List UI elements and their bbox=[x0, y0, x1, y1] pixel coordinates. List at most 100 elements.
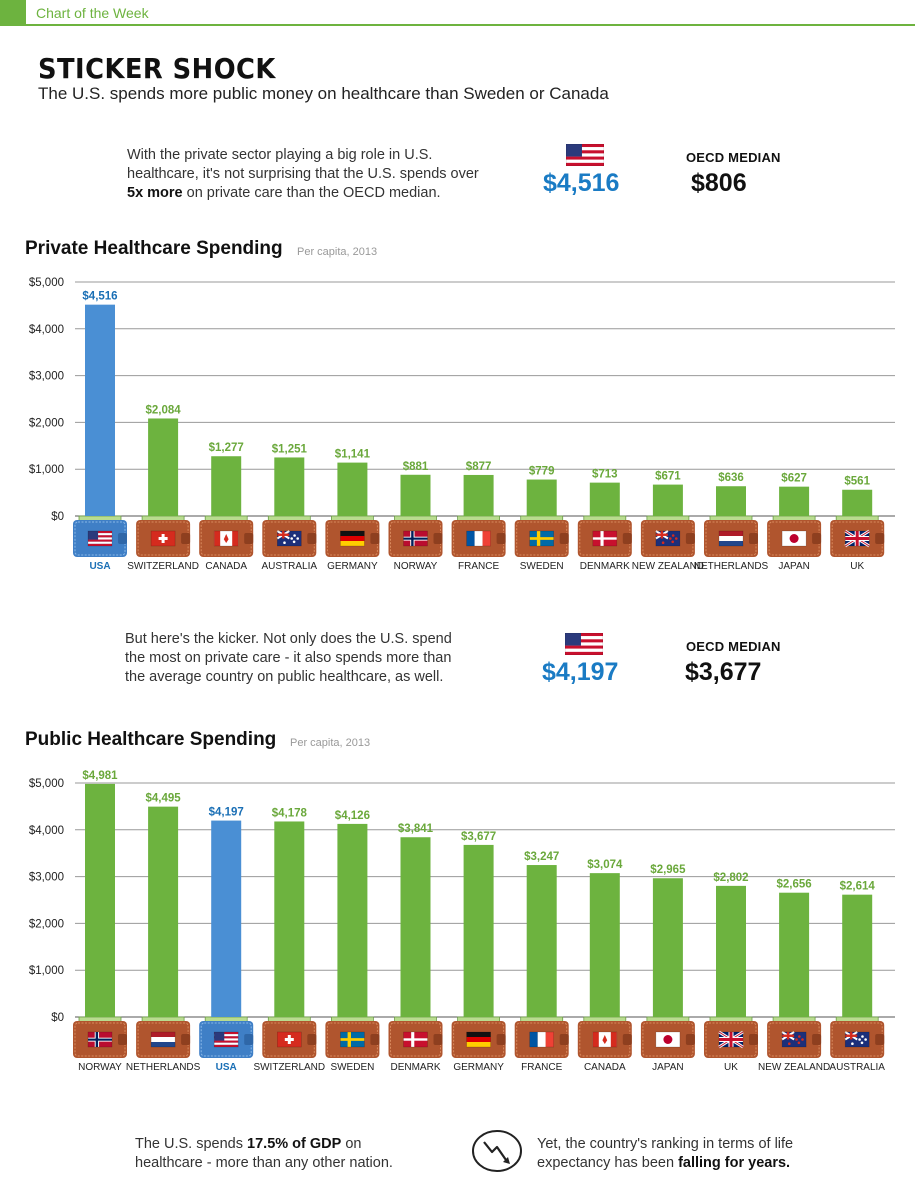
header-rule bbox=[26, 24, 915, 26]
category-label: JAPAN bbox=[652, 1062, 684, 1073]
france-flag-icon bbox=[529, 1031, 555, 1048]
uk-flag-icon bbox=[844, 529, 870, 548]
private-median-value: $806 bbox=[691, 169, 747, 197]
category-label: SWEDEN bbox=[330, 1062, 374, 1073]
wallet-icon bbox=[767, 515, 822, 557]
wallet-icon bbox=[136, 515, 191, 557]
bar-france bbox=[463, 474, 494, 516]
value-label: $779 bbox=[529, 466, 555, 478]
canada-flag-icon bbox=[592, 1031, 618, 1048]
category-label: NORWAY bbox=[78, 1062, 122, 1073]
value-label: $1,141 bbox=[335, 449, 371, 461]
footer-left-a: The U.S. spends bbox=[135, 1136, 248, 1152]
value-label: $1,251 bbox=[272, 443, 308, 455]
y-tick-label: $0 bbox=[51, 511, 64, 523]
bar-new-zealand bbox=[779, 892, 810, 1017]
germany-flag-icon bbox=[466, 1031, 491, 1048]
switzerland-flag-icon bbox=[276, 1031, 302, 1048]
wallet-icon bbox=[73, 515, 127, 557]
uk-flag-icon bbox=[718, 1030, 744, 1049]
value-label: $3,841 bbox=[398, 823, 434, 835]
bar-sweden bbox=[526, 479, 557, 516]
japan-flag-icon bbox=[655, 1031, 681, 1048]
private-chart-note: Per capita, 2013 bbox=[297, 246, 378, 258]
category-label: JAPAN bbox=[778, 561, 810, 572]
bar-norway bbox=[85, 783, 115, 1017]
category-label: NEW ZEALAND bbox=[632, 561, 704, 572]
value-label: $713 bbox=[592, 469, 618, 481]
private-intro-bold: 5x more bbox=[127, 185, 183, 201]
category-label: SWEDEN bbox=[520, 561, 564, 572]
value-label: $2,084 bbox=[146, 404, 182, 416]
wallet-icon bbox=[199, 1016, 254, 1058]
y-tick-label: $4,000 bbox=[29, 324, 64, 336]
category-label: NETHERLANDS bbox=[126, 1062, 201, 1073]
value-label: $2,614 bbox=[840, 881, 876, 893]
japan-flag-icon bbox=[781, 530, 807, 547]
y-tick-label: $5,000 bbox=[29, 778, 64, 790]
value-label: $3,677 bbox=[461, 831, 496, 843]
category-label: NORWAY bbox=[394, 561, 438, 572]
wallet-icon bbox=[577, 515, 632, 557]
value-label: $2,656 bbox=[777, 879, 812, 891]
category-label: UK bbox=[724, 1062, 738, 1073]
category-label: DENMARK bbox=[580, 561, 630, 572]
category-label: UK bbox=[850, 561, 864, 572]
private-intro-text-b: on private care than the OECD median. bbox=[182, 185, 441, 201]
value-label: $3,074 bbox=[587, 859, 623, 871]
france-flag-icon bbox=[466, 530, 491, 547]
denmark-flag-icon bbox=[592, 530, 618, 547]
header-tag: Chart of the Week bbox=[36, 5, 149, 21]
new-zealand-flag-icon bbox=[781, 1031, 807, 1048]
y-tick-label: $1,000 bbox=[29, 965, 64, 977]
value-label: $561 bbox=[844, 476, 870, 488]
wallet-icon bbox=[388, 515, 443, 557]
bar-denmark bbox=[400, 837, 431, 1017]
category-label: DENMARK bbox=[390, 1062, 440, 1073]
value-label: $3,247 bbox=[524, 851, 559, 863]
y-tick-label: $2,000 bbox=[29, 918, 64, 930]
footer-left-b: on healthcare - more than any other nati… bbox=[135, 1136, 393, 1171]
y-tick-label: $3,000 bbox=[29, 872, 64, 884]
wallet-icon bbox=[577, 1016, 632, 1058]
wallet-icon bbox=[388, 1016, 443, 1058]
y-tick-label: $0 bbox=[51, 1012, 64, 1024]
australia-flag-icon bbox=[276, 530, 302, 547]
wallet-icon bbox=[704, 515, 758, 557]
value-label: $877 bbox=[466, 461, 492, 473]
australia-flag-icon bbox=[844, 1031, 870, 1048]
declining-trend-icon bbox=[472, 1130, 522, 1172]
public-chart-title: Public Healthcare Spending bbox=[25, 729, 277, 750]
page-subtitle: The U.S. spends more public money on hea… bbox=[38, 84, 609, 103]
value-label: $4,178 bbox=[272, 807, 308, 819]
bar-germany bbox=[337, 462, 368, 516]
footer-left-bold: 17.5% of GDP bbox=[247, 1136, 342, 1152]
bar-canada bbox=[589, 873, 620, 1017]
usa-flag-icon bbox=[565, 633, 603, 655]
category-label: GERMANY bbox=[453, 1062, 504, 1073]
category-label: NEW ZEALAND bbox=[758, 1062, 830, 1073]
value-label: $4,495 bbox=[146, 793, 182, 805]
private-intro-text: With the private sector playing a big ro… bbox=[127, 146, 487, 203]
bar-germany bbox=[463, 844, 494, 1017]
category-label: SWITZERLAND bbox=[127, 561, 199, 572]
private-intro-text-a: With the private sector playing a big ro… bbox=[127, 147, 479, 182]
y-tick-label: $5,000 bbox=[29, 277, 64, 289]
header-bar: Chart of the Week bbox=[0, 0, 915, 26]
bar-sweden bbox=[337, 823, 368, 1017]
wallet-icon bbox=[325, 1016, 380, 1058]
wallet-icon bbox=[640, 515, 695, 557]
sweden-flag-icon bbox=[529, 530, 555, 547]
value-label: $881 bbox=[403, 461, 429, 473]
bar-canada bbox=[211, 456, 242, 516]
bar-uk bbox=[716, 885, 746, 1017]
public-intro-text: But here's the kicker. Not only does the… bbox=[125, 631, 452, 685]
public-us-value: $4,197 bbox=[542, 658, 619, 686]
usa-flag-icon bbox=[87, 530, 113, 547]
category-label: USA bbox=[216, 1062, 237, 1073]
y-tick-label: $2,000 bbox=[29, 417, 64, 429]
public-median-value: $3,677 bbox=[685, 658, 762, 686]
bar-usa bbox=[85, 304, 115, 516]
usa-flag-icon bbox=[566, 144, 604, 166]
switzerland-flag-icon bbox=[150, 530, 176, 547]
